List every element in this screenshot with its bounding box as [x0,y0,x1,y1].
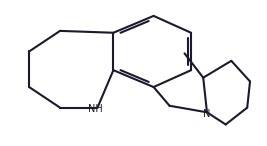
Text: NH: NH [88,104,103,114]
Text: N: N [203,109,211,119]
